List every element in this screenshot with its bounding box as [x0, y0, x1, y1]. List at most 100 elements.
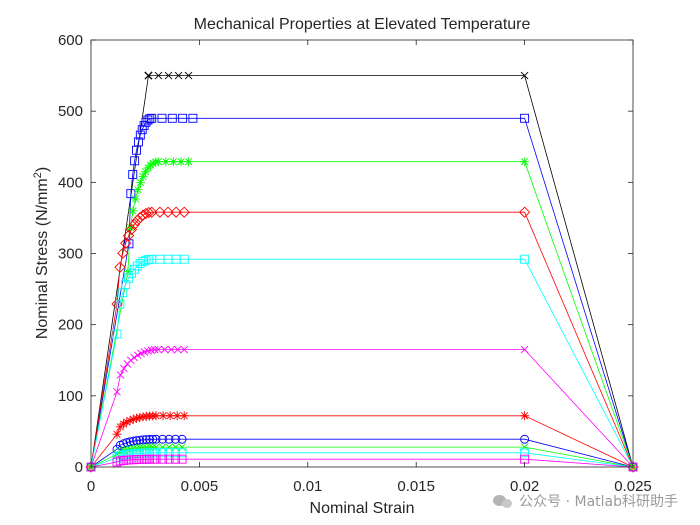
y-tick-label: 100 — [58, 388, 83, 405]
data-point — [151, 448, 161, 458]
data-point — [133, 185, 143, 195]
data-point — [116, 371, 125, 379]
series-line — [90, 75, 634, 468]
series-s292 — [86, 254, 638, 472]
data-point — [151, 434, 161, 444]
data-point — [170, 206, 182, 218]
y-tick-label: 300 — [58, 246, 83, 263]
data-point — [520, 71, 529, 80]
y-tick-label: 600 — [58, 32, 83, 49]
y-tick-label: 400 — [58, 174, 83, 191]
watermark-text: 公众号 · Matlab科研助手 — [519, 494, 678, 510]
data-point — [520, 254, 530, 264]
data-point — [115, 299, 125, 309]
data-point — [184, 71, 193, 80]
data-point — [161, 157, 171, 167]
data-point — [138, 171, 148, 181]
series-line — [90, 258, 634, 468]
data-point — [167, 345, 176, 354]
series-s11 — [86, 454, 638, 472]
data-point — [128, 218, 140, 231]
data-point — [151, 454, 161, 464]
series-line — [90, 161, 634, 468]
data-point — [171, 448, 181, 458]
watermark: 公众号 · Matlab科研助手 — [493, 491, 678, 511]
data-point — [138, 257, 148, 267]
axes-box — [90, 39, 634, 468]
data-point — [520, 448, 530, 458]
chat-bubbles-icon — [493, 494, 513, 508]
ticks: 0 0.005 0.01 0.015 0.02 0.025 0 100 200 300 400 500… — [58, 32, 652, 495]
data-point — [173, 345, 182, 354]
y-axis-label: Nominal Stress (N/mm2) — [32, 167, 51, 339]
data-point — [158, 448, 167, 458]
data-point — [165, 411, 175, 421]
data-point — [114, 261, 126, 273]
data-point — [188, 113, 198, 123]
data-point — [119, 419, 129, 429]
data-point — [171, 434, 181, 444]
data-point — [136, 177, 146, 187]
data-point — [112, 429, 122, 439]
data-point — [132, 413, 142, 423]
series-s72 — [86, 411, 638, 472]
data-point — [174, 71, 183, 80]
data-point — [153, 157, 163, 167]
series-line — [90, 117, 634, 468]
data-point — [154, 71, 163, 80]
x-tick-label: 0.015 — [397, 478, 435, 495]
series-s20 — [86, 448, 638, 472]
data-point — [180, 345, 189, 354]
data-point — [158, 411, 168, 421]
chart-title: Mechanical Properties at Elevated Temper… — [194, 16, 531, 33]
data-point — [158, 454, 167, 464]
data-point — [135, 412, 145, 422]
y-tick-label: 200 — [58, 317, 83, 334]
data-point — [520, 113, 530, 123]
data-point — [150, 345, 159, 354]
data-point — [135, 259, 145, 268]
data-point — [168, 157, 178, 167]
data-point — [124, 273, 134, 283]
data-point — [520, 443, 529, 451]
data-point — [148, 434, 158, 444]
data-point — [179, 254, 189, 264]
data-point — [144, 71, 153, 80]
data-point — [518, 206, 531, 218]
data-point — [520, 434, 530, 444]
data-point — [125, 415, 135, 425]
data-point — [171, 454, 181, 464]
data-point — [121, 280, 131, 289]
data-point — [520, 411, 530, 421]
data-point — [177, 448, 187, 458]
data-point — [158, 434, 167, 444]
data-point — [122, 417, 132, 427]
data-point — [167, 113, 177, 123]
data-point — [141, 167, 151, 177]
data-point — [154, 345, 163, 354]
series-s429 — [86, 157, 638, 472]
data-point — [520, 157, 530, 167]
data-point — [120, 364, 128, 373]
data-point — [157, 113, 167, 123]
series-s165 — [87, 345, 637, 471]
data-point — [178, 113, 188, 123]
data-point — [130, 194, 140, 204]
data-point — [125, 223, 135, 233]
data-point — [130, 156, 140, 166]
data-point — [113, 388, 121, 396]
series-s490 — [86, 113, 638, 472]
x-tick-label: 0.01 — [293, 478, 322, 495]
data-point — [177, 434, 187, 444]
data-point — [154, 206, 166, 218]
data-point — [164, 448, 174, 458]
data-point — [143, 206, 155, 219]
series-line — [90, 211, 634, 468]
data-point — [179, 411, 189, 421]
data-point — [137, 209, 149, 221]
data-point — [147, 113, 157, 123]
series-s550 — [87, 71, 637, 471]
x-axis-label: Nominal Strain — [310, 500, 415, 517]
series-line — [90, 349, 634, 468]
data-point — [177, 454, 187, 464]
